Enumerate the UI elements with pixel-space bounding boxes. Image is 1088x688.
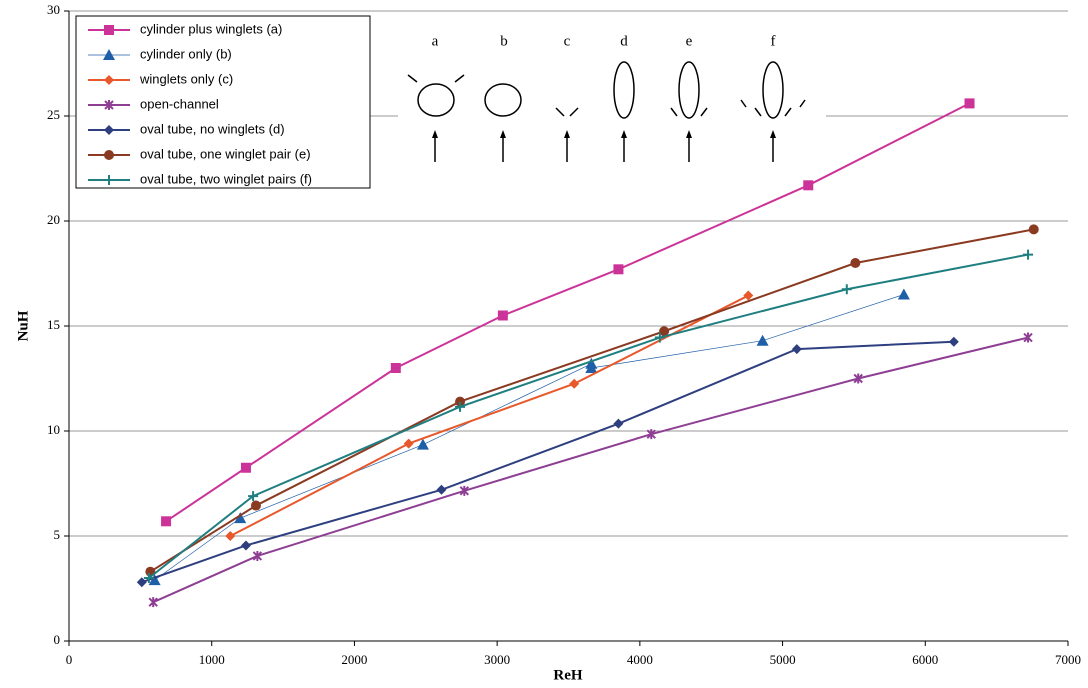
chart: ReH NuH 0 5 10 15 20 25 30 0 1000 2000 3000 4000 500…	[0, 0, 1088, 688]
inset-background	[398, 12, 826, 196]
legend-label: cylinder only (b)	[140, 46, 232, 61]
y-axis-title: NuH	[15, 310, 31, 341]
inset-label: f	[771, 33, 776, 49]
marker	[949, 337, 959, 347]
y-tick-label: 30	[47, 2, 60, 17]
marker	[241, 463, 251, 473]
inset-label: d	[620, 33, 628, 49]
marker	[149, 597, 157, 607]
legend-label: cylinder plus winglets (a)	[140, 21, 282, 36]
x-tick-label: 7000	[1055, 652, 1081, 667]
marker	[898, 289, 910, 300]
y-tick-label: 10	[47, 422, 60, 437]
series	[137, 337, 959, 587]
legend-box	[76, 16, 370, 188]
marker	[161, 516, 171, 526]
legend-marker	[104, 25, 114, 35]
marker	[965, 98, 975, 108]
marker	[498, 311, 508, 321]
x-tick-label: 6000	[912, 652, 938, 667]
inset-label: b	[500, 33, 508, 49]
y-tick-label: 25	[47, 107, 60, 122]
x-axis-title: ReH	[553, 667, 582, 683]
marker	[1023, 250, 1033, 260]
marker	[1029, 224, 1039, 234]
y-tick-label: 5	[54, 527, 61, 542]
marker	[391, 363, 401, 373]
legend-label: oval tube, one winglet pair (e)	[140, 146, 311, 161]
x-tick-label: 4000	[627, 652, 653, 667]
marker	[792, 344, 802, 354]
y-tick-label: 0	[54, 632, 61, 647]
y-tick-label: 20	[47, 212, 60, 227]
series-line	[153, 338, 1028, 603]
legend: cylinder plus winglets (a) cylinder only …	[76, 16, 370, 188]
marker	[569, 379, 579, 389]
inset-label: a	[432, 33, 439, 49]
legend-label: open-channel	[140, 96, 219, 111]
marker	[613, 419, 623, 429]
legend-label: winglets only (c)	[139, 71, 233, 86]
marker	[757, 335, 769, 346]
inset-label: c	[564, 33, 571, 49]
marker	[842, 284, 852, 294]
y-tick-label: 15	[47, 317, 60, 332]
series-line	[149, 255, 1028, 578]
marker	[251, 501, 261, 511]
marker	[803, 180, 813, 190]
series-line	[230, 296, 748, 536]
legend-label: oval tube, two winglet pairs (f)	[140, 171, 312, 186]
marker	[613, 264, 623, 274]
inset-label: e	[686, 33, 693, 49]
x-tick-label: 5000	[770, 652, 796, 667]
series	[149, 333, 1032, 608]
marker	[225, 531, 235, 541]
series	[144, 250, 1033, 583]
x-tick-label: 1000	[199, 652, 225, 667]
marker	[436, 485, 446, 495]
x-tick-label: 2000	[341, 652, 367, 667]
marker	[241, 540, 251, 550]
inset-diagram: a b c d e f	[398, 12, 826, 196]
x-tick-label: 3000	[484, 652, 510, 667]
x-tick-label: 0	[66, 652, 73, 667]
marker	[404, 439, 414, 449]
series-line	[142, 342, 954, 582]
series-line	[155, 295, 904, 581]
legend-marker	[104, 150, 114, 160]
legend-label: oval tube, no winglets (d)	[140, 121, 285, 136]
marker	[850, 258, 860, 268]
